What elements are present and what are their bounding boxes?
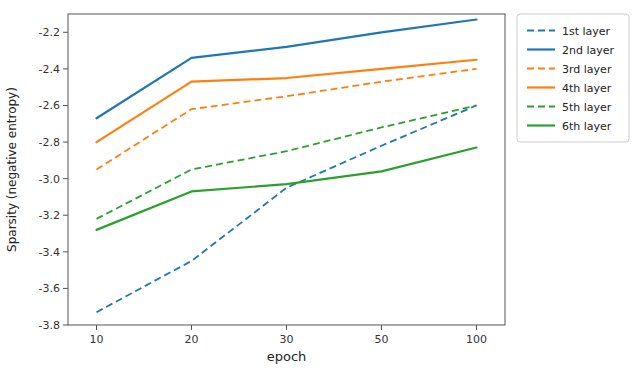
x-tick-label: 100 bbox=[466, 333, 487, 346]
legend-swatch bbox=[527, 68, 555, 70]
series-line bbox=[97, 60, 477, 142]
y-tick bbox=[63, 325, 68, 326]
x-tick bbox=[381, 325, 382, 330]
x-tick-label: 50 bbox=[375, 333, 389, 346]
y-tick-label: -3.2 bbox=[39, 209, 60, 222]
y-tick-label: -3.4 bbox=[39, 246, 60, 259]
y-tick-label: -2.8 bbox=[39, 136, 60, 149]
legend-swatch bbox=[527, 30, 555, 32]
legend-label: 1st layer bbox=[562, 25, 611, 38]
legend-label: 4th layer bbox=[562, 82, 612, 95]
x-tick bbox=[286, 325, 287, 330]
y-tick-label: -2.6 bbox=[39, 99, 60, 112]
legend-swatch bbox=[527, 106, 555, 108]
x-tick-label: 20 bbox=[185, 333, 199, 346]
y-tick bbox=[63, 68, 68, 69]
legend-label: 3rd layer bbox=[562, 63, 612, 76]
series-line bbox=[97, 105, 477, 312]
x-axis-label: epoch bbox=[267, 349, 307, 364]
y-tick bbox=[63, 142, 68, 143]
lines bbox=[97, 19, 477, 312]
chart-svg: -3.8 -3.6 -3.4 -3.2 -3.0 -2.8 -2.6 -2.4 -2.2 10 20… bbox=[0, 0, 640, 371]
x-axis: 10 20 30 50 100 bbox=[90, 325, 488, 346]
series-line bbox=[97, 69, 477, 170]
legend-swatch bbox=[527, 124, 555, 126]
x-tick bbox=[96, 325, 97, 330]
legend-label: 2nd layer bbox=[562, 44, 615, 57]
y-tick bbox=[63, 105, 68, 106]
y-tick-label: -3.0 bbox=[39, 173, 60, 186]
y-tick bbox=[63, 32, 68, 33]
y-tick bbox=[63, 178, 68, 179]
series-line bbox=[97, 148, 477, 230]
y-tick bbox=[63, 288, 68, 289]
x-tick-label: 30 bbox=[280, 333, 294, 346]
legend-label: 6th layer bbox=[562, 120, 612, 133]
plot-frame bbox=[68, 14, 505, 325]
x-tick bbox=[191, 325, 192, 330]
y-tick-label: -3.6 bbox=[39, 282, 60, 295]
y-tick bbox=[63, 251, 68, 252]
x-tick-label: 10 bbox=[90, 333, 104, 346]
y-tick bbox=[63, 215, 68, 216]
legend-swatch bbox=[527, 48, 555, 50]
legend: 1st layer 2nd layer 3rd layer 4th layer 5th … bbox=[517, 14, 629, 142]
chart-container: -3.8 -3.6 -3.4 -3.2 -3.0 -2.8 -2.6 -2.4 -2.2 10 20… bbox=[0, 0, 640, 371]
legend-swatch bbox=[527, 86, 555, 88]
y-tick-label: -3.8 bbox=[39, 319, 60, 332]
y-tick-label: -2.4 bbox=[39, 63, 60, 76]
y-tick-label: -2.2 bbox=[39, 26, 60, 39]
series-line bbox=[97, 19, 477, 118]
y-axis: -3.8 -3.6 -3.4 -3.2 -3.0 -2.8 -2.6 -2.4 -2.2 bbox=[39, 26, 68, 332]
legend-label: 5th layer bbox=[562, 101, 612, 114]
legend-box bbox=[517, 14, 629, 142]
y-axis-label: Sparsity (negative entropy) bbox=[5, 87, 19, 252]
x-tick bbox=[476, 325, 477, 330]
